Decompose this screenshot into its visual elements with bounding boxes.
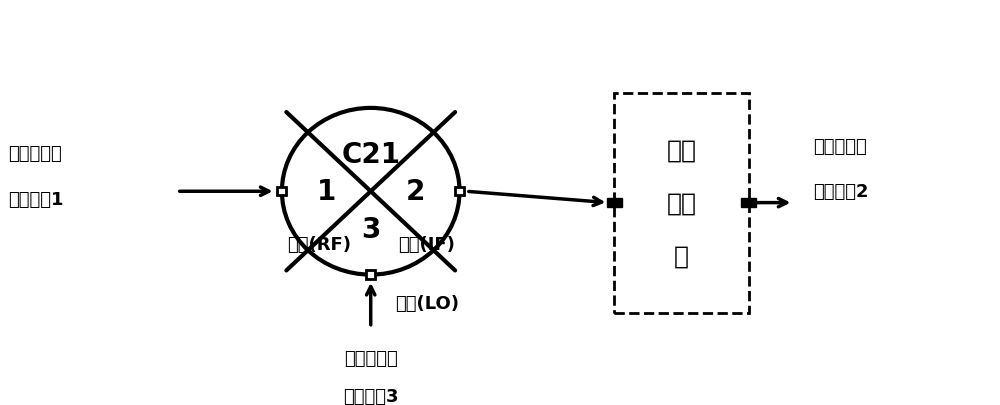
Text: 析仪端口3: 析仪端口3 <box>343 387 398 405</box>
Bar <box>614 94 749 313</box>
Text: C21: C21 <box>341 141 400 168</box>
Text: 输出(IF): 输出(IF) <box>398 236 455 254</box>
Text: 矢量网络剦: 矢量网络剦 <box>344 349 398 367</box>
Text: 电子: 电子 <box>666 138 696 162</box>
Text: 析仪端口2: 析仪端口2 <box>813 183 869 201</box>
Text: 1: 1 <box>317 178 336 206</box>
Text: 3: 3 <box>361 215 380 243</box>
Text: 2: 2 <box>405 178 425 206</box>
Bar <box>366 271 375 279</box>
Text: 矢量网络分: 矢量网络分 <box>813 137 867 156</box>
Ellipse shape <box>282 109 460 275</box>
Text: 矢量网络分: 矢量网络分 <box>8 145 62 163</box>
Bar <box>277 188 286 196</box>
Text: 析仪端口1: 析仪端口1 <box>8 190 63 208</box>
Text: 校准: 校准 <box>666 191 696 215</box>
Bar <box>741 198 756 208</box>
Text: 本振(LO): 本振(LO) <box>396 294 460 312</box>
Bar <box>607 198 622 208</box>
Text: 输入(RF): 输入(RF) <box>287 236 351 254</box>
Text: 件: 件 <box>674 244 689 268</box>
Bar <box>455 188 464 196</box>
